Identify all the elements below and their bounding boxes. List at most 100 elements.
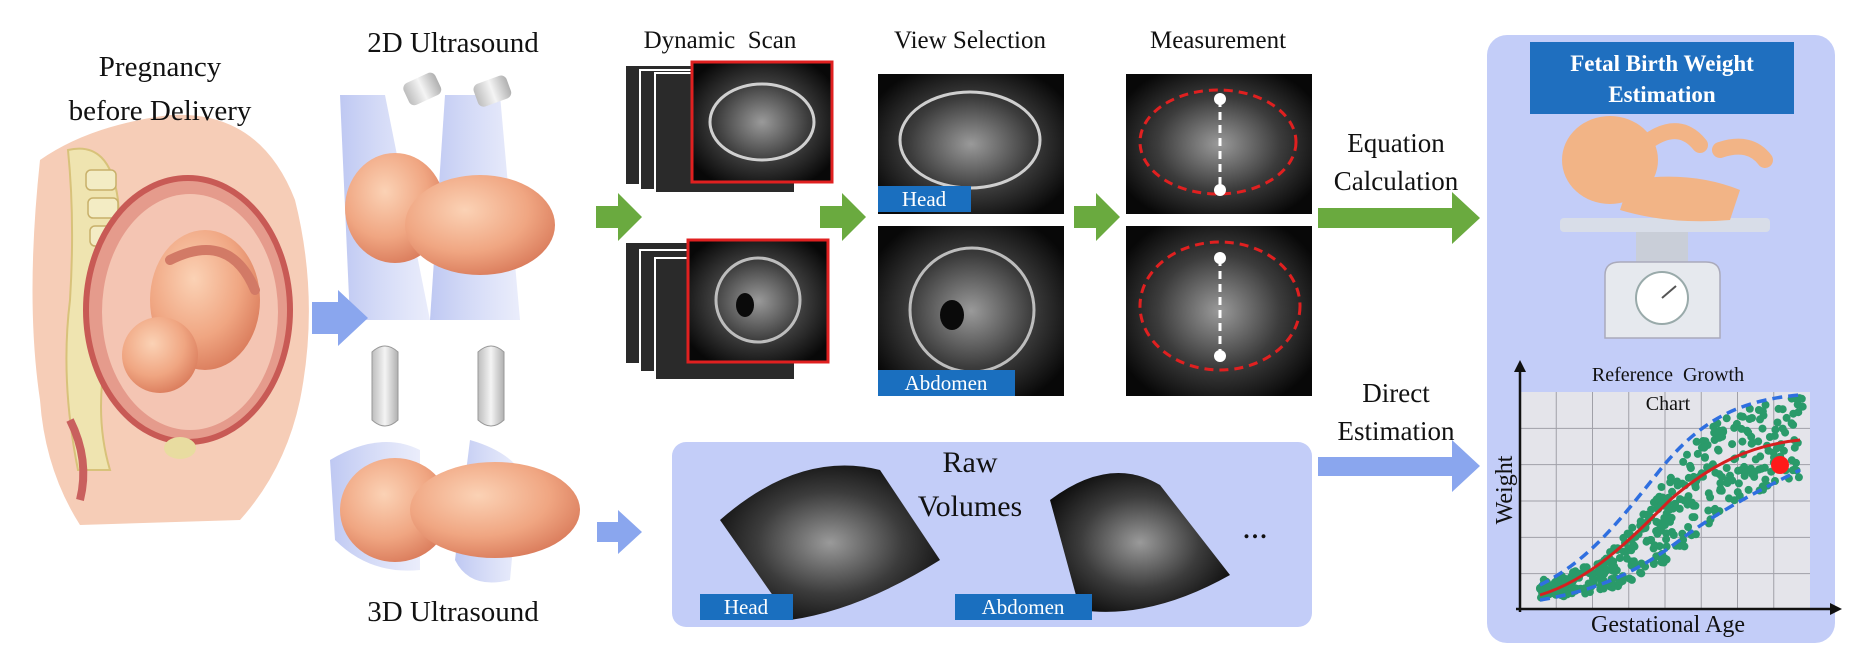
chart-point [1719, 426, 1727, 435]
chart-point [1683, 450, 1691, 459]
chart-point [1794, 473, 1803, 482]
chart-point [1660, 514, 1669, 522]
chart-point [1773, 418, 1782, 427]
chart-point [1778, 424, 1787, 433]
chart-growth-line [1539, 438, 1801, 597]
label-equation: Equation [1347, 128, 1445, 158]
chart-point [1756, 452, 1765, 461]
chart-point [1716, 486, 1725, 495]
ultrasound-3d-illustration [330, 345, 580, 583]
chart-point [1787, 456, 1796, 465]
chart-point [1649, 544, 1658, 553]
chart-point [1733, 488, 1742, 497]
chart-point [1758, 424, 1767, 433]
label-3d-ultrasound: 3D Ultrasound [367, 596, 539, 628]
chart-point [1615, 554, 1624, 562]
raw-tag-head: Head [724, 595, 769, 619]
view-selection-abdomen-image[interactable] [878, 226, 1064, 396]
chart-point [1757, 464, 1766, 473]
dynamic-scan-abdomen-stack [624, 238, 830, 381]
chart-point [1636, 568, 1645, 577]
chart-point [1658, 493, 1667, 502]
chart-point [1730, 496, 1739, 505]
chart-point [1778, 405, 1787, 414]
chart-point [1722, 414, 1731, 423]
chart-point [1649, 560, 1658, 568]
raw-volume-head-image [720, 465, 940, 620]
chart-point [1689, 501, 1698, 510]
chart-point [1627, 575, 1636, 584]
label-direct: Direct [1362, 378, 1430, 408]
growth-chart [1514, 360, 1842, 615]
chart-point [1660, 521, 1669, 529]
chart-point [1646, 536, 1655, 544]
chart-point [1684, 523, 1693, 531]
chart-point [1652, 517, 1661, 526]
chart-point [1761, 475, 1770, 484]
arrow-to-measurement [1074, 193, 1120, 241]
chart-point [1734, 479, 1743, 488]
tag-head: Head [902, 187, 947, 211]
chart-point [1704, 506, 1713, 515]
chart-point [1630, 542, 1639, 551]
label-dynamic-scan: Dynamic Scan [644, 27, 797, 54]
tag-abdomen: Abdomen [905, 371, 988, 395]
chart-point [1662, 535, 1671, 544]
chart-point [1675, 504, 1684, 513]
chart-point [1747, 439, 1756, 448]
chart-point [1666, 478, 1675, 487]
chart-x-axis-arrowhead [1830, 603, 1842, 615]
chart-point [1714, 446, 1723, 455]
chart-point [1765, 433, 1774, 441]
arrow-equation-calculation [1318, 192, 1480, 244]
chart-point [1618, 577, 1627, 586]
measurement-head-image[interactable] [1126, 74, 1312, 214]
baby-on-scale-illustration [1560, 116, 1773, 339]
chart-point [1609, 557, 1618, 566]
chart-point [1756, 415, 1764, 424]
arrow-direct-estimation [1318, 440, 1480, 492]
chart-point [1630, 557, 1638, 566]
chart-point [1754, 437, 1763, 446]
result-title-line2: Estimation [1608, 82, 1716, 107]
chart-point [1797, 394, 1806, 403]
chart-point [1628, 523, 1637, 532]
chart-point [1724, 476, 1733, 485]
chart-point [1728, 440, 1737, 449]
arrow-to-dynamic-scan [596, 193, 642, 241]
label-volumes: Volumes [918, 490, 1022, 523]
chart-point [1669, 531, 1678, 539]
chart-point [1744, 428, 1753, 437]
chart-point [1622, 554, 1631, 563]
chart-point [1662, 542, 1671, 551]
chart-band-upper [1539, 393, 1801, 587]
chart-x-label: Gestational Age [1591, 612, 1745, 638]
chart-point [1716, 479, 1725, 488]
raw-tag-head-box [700, 594, 793, 620]
chart-point [1668, 487, 1677, 496]
chart-point [1680, 496, 1689, 505]
chart-y-axis-arrowhead [1514, 360, 1526, 372]
label-measurement: Measurement [1150, 27, 1286, 54]
chart-y-label: Weight [1492, 455, 1518, 524]
chart-point [1740, 462, 1749, 471]
chart-point [1740, 471, 1749, 480]
arrow-to-view-selection [820, 193, 866, 241]
tag-head-box [878, 186, 971, 212]
chart-point [1710, 428, 1719, 437]
raw-volumes-panel [672, 442, 1312, 627]
chart-point [1653, 529, 1662, 538]
chart-band-lower [1539, 468, 1801, 602]
label-pregnancy-line1: Pregnancy [99, 51, 222, 83]
measurement-abdomen-image[interactable] [1126, 226, 1312, 396]
chart-point [1744, 485, 1753, 494]
chart-point [1619, 547, 1628, 556]
label-raw: Raw [943, 446, 998, 479]
label-pregnancy-line2: before Delivery [69, 95, 252, 127]
chart-point [1722, 464, 1731, 472]
chart-point [1706, 493, 1715, 502]
label-view-selection: View Selection [894, 27, 1046, 54]
chart-point [1688, 513, 1697, 522]
chart-point [1590, 576, 1598, 585]
